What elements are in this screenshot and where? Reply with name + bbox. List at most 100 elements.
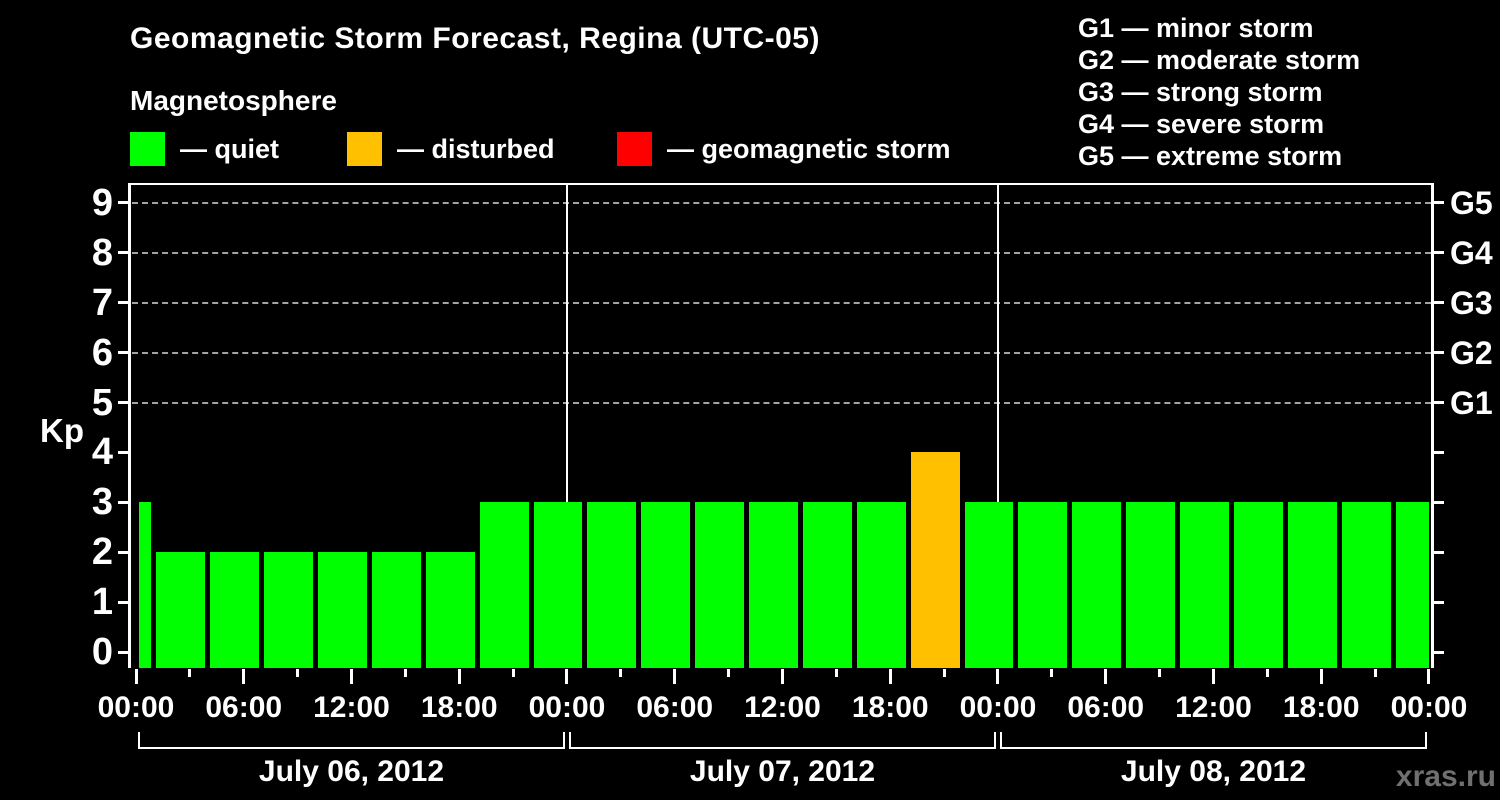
gridline-kp6 xyxy=(132,351,1431,354)
legend-item-disturbed: — disturbed xyxy=(347,131,677,167)
kp-bar xyxy=(910,452,960,668)
date-label: July 08, 2012 xyxy=(1120,755,1307,788)
y-axis-line xyxy=(128,183,131,668)
x-axis-minor-tick xyxy=(727,669,731,677)
gridline-kp9 xyxy=(132,201,1431,204)
kp-bar xyxy=(156,552,206,668)
g-scale-legend-row: G3 — strong storm xyxy=(1078,77,1323,107)
legend-item-quiet: — quiet xyxy=(130,131,460,167)
right-axis-tick xyxy=(1434,401,1444,404)
watermark: xras.ru xyxy=(1395,760,1496,793)
day-bracket-end xyxy=(562,732,565,749)
kp-bar xyxy=(1018,502,1068,668)
right-axis-tick xyxy=(1434,500,1444,504)
x-axis-major-tick xyxy=(242,669,246,684)
legend-label: — geomagnetic storm xyxy=(667,134,951,164)
right-axis-tick xyxy=(1434,251,1444,255)
y-tick-label: 4 xyxy=(91,431,113,474)
y-tick-label: 2 xyxy=(91,531,113,574)
x-tick-label: 18:00 xyxy=(1282,691,1360,724)
x-axis-major-tick xyxy=(1319,669,1323,684)
y-axis-tick xyxy=(118,201,128,205)
x-axis-minor-tick xyxy=(511,669,515,677)
right-axis-line xyxy=(1431,183,1434,668)
y-axis-title: Kp xyxy=(40,412,84,449)
storm-swatch-icon xyxy=(617,132,652,166)
y-tick-label: 8 xyxy=(91,231,113,274)
x-axis-major-tick xyxy=(565,669,569,684)
g-axis-label-g2: G2 xyxy=(1450,334,1493,371)
kp-bar xyxy=(318,552,367,668)
legend-item-storm: — geomagnetic storm xyxy=(617,131,951,167)
x-axis-major-tick xyxy=(1427,669,1431,684)
g-scale-legend-row: G1 — minor storm xyxy=(1078,13,1314,43)
y-axis-tick xyxy=(118,351,128,355)
x-axis-minor-tick xyxy=(1373,669,1377,677)
x-axis-minor-tick xyxy=(1265,669,1269,677)
kp-bar xyxy=(138,502,152,668)
chart-subtitle: Magnetosphere xyxy=(130,85,337,116)
kp-bar xyxy=(425,552,475,668)
g-scale-legend-row: G5 — extreme storm xyxy=(1078,141,1343,171)
y-tick-label: 5 xyxy=(91,381,113,424)
kp-bar xyxy=(1072,502,1122,668)
disturbed-swatch-icon xyxy=(347,132,382,166)
x-axis-major-tick xyxy=(996,669,1000,684)
y-tick-label: 6 xyxy=(91,331,113,374)
day-bracket-end xyxy=(138,732,140,749)
x-tick-label: 12:00 xyxy=(744,691,821,724)
x-axis-major-tick xyxy=(134,669,138,684)
date-label: July 06, 2012 xyxy=(258,755,445,788)
quiet-swatch-icon xyxy=(130,132,165,166)
right-axis-tick xyxy=(1434,450,1444,454)
right-axis-tick xyxy=(1434,600,1444,604)
y-tick-label: 9 xyxy=(91,181,113,224)
y-axis-tick xyxy=(118,600,128,604)
kp-bar xyxy=(264,552,314,668)
x-axis-minor-tick xyxy=(403,669,407,677)
g-axis-label-g4: G4 xyxy=(1450,234,1493,271)
top-border-line xyxy=(128,183,1434,185)
y-tick-label: 0 xyxy=(91,631,113,673)
gridline-kp8 xyxy=(132,251,1431,254)
kp-bar xyxy=(1180,502,1229,668)
day-bracket xyxy=(568,747,996,749)
kp-bar xyxy=(533,502,583,668)
x-axis-minor-tick xyxy=(834,669,838,677)
day-boundary-line xyxy=(565,184,568,668)
x-axis-major-tick xyxy=(780,669,784,684)
g-axis-label-g5: G5 xyxy=(1450,184,1493,221)
kp-bar xyxy=(1341,502,1391,668)
kp-bar xyxy=(210,552,260,668)
y-axis-tick xyxy=(118,450,128,454)
x-tick-label: 00:00 xyxy=(959,691,1037,724)
kp-bar xyxy=(695,502,745,668)
kp-bar xyxy=(856,502,906,668)
right-axis-tick xyxy=(1434,351,1444,355)
legend-label: — quiet xyxy=(180,134,279,164)
x-axis-major-tick xyxy=(1211,669,1215,684)
day-bracket-end xyxy=(999,732,1002,749)
x-axis-minor-tick xyxy=(1158,669,1162,677)
x-axis-minor-tick xyxy=(296,669,300,677)
x-tick-label: 06:00 xyxy=(1067,691,1145,724)
kp-bar xyxy=(1233,502,1283,668)
x-tick-label: 12:00 xyxy=(1175,691,1252,724)
x-tick-label: 12:00 xyxy=(313,691,390,724)
kp-bar xyxy=(641,502,691,668)
x-axis-major-tick xyxy=(457,669,461,684)
y-axis-tick xyxy=(118,301,128,305)
legend-label: — disturbed xyxy=(397,134,555,164)
x-axis-minor-tick xyxy=(1050,669,1054,677)
status-legend: — quiet — disturbed — geomagnetic storm xyxy=(0,131,1060,171)
right-axis-tick xyxy=(1434,550,1444,554)
kp-bar xyxy=(802,502,852,668)
y-axis-tick xyxy=(118,650,128,654)
x-axis-major-tick xyxy=(888,669,892,684)
x-axis-minor-tick xyxy=(942,669,946,677)
x-axis-minor-tick xyxy=(619,669,623,677)
x-tick-label: 06:00 xyxy=(636,691,714,724)
g-scale-legend-row: G4 — severe storm xyxy=(1078,109,1325,139)
